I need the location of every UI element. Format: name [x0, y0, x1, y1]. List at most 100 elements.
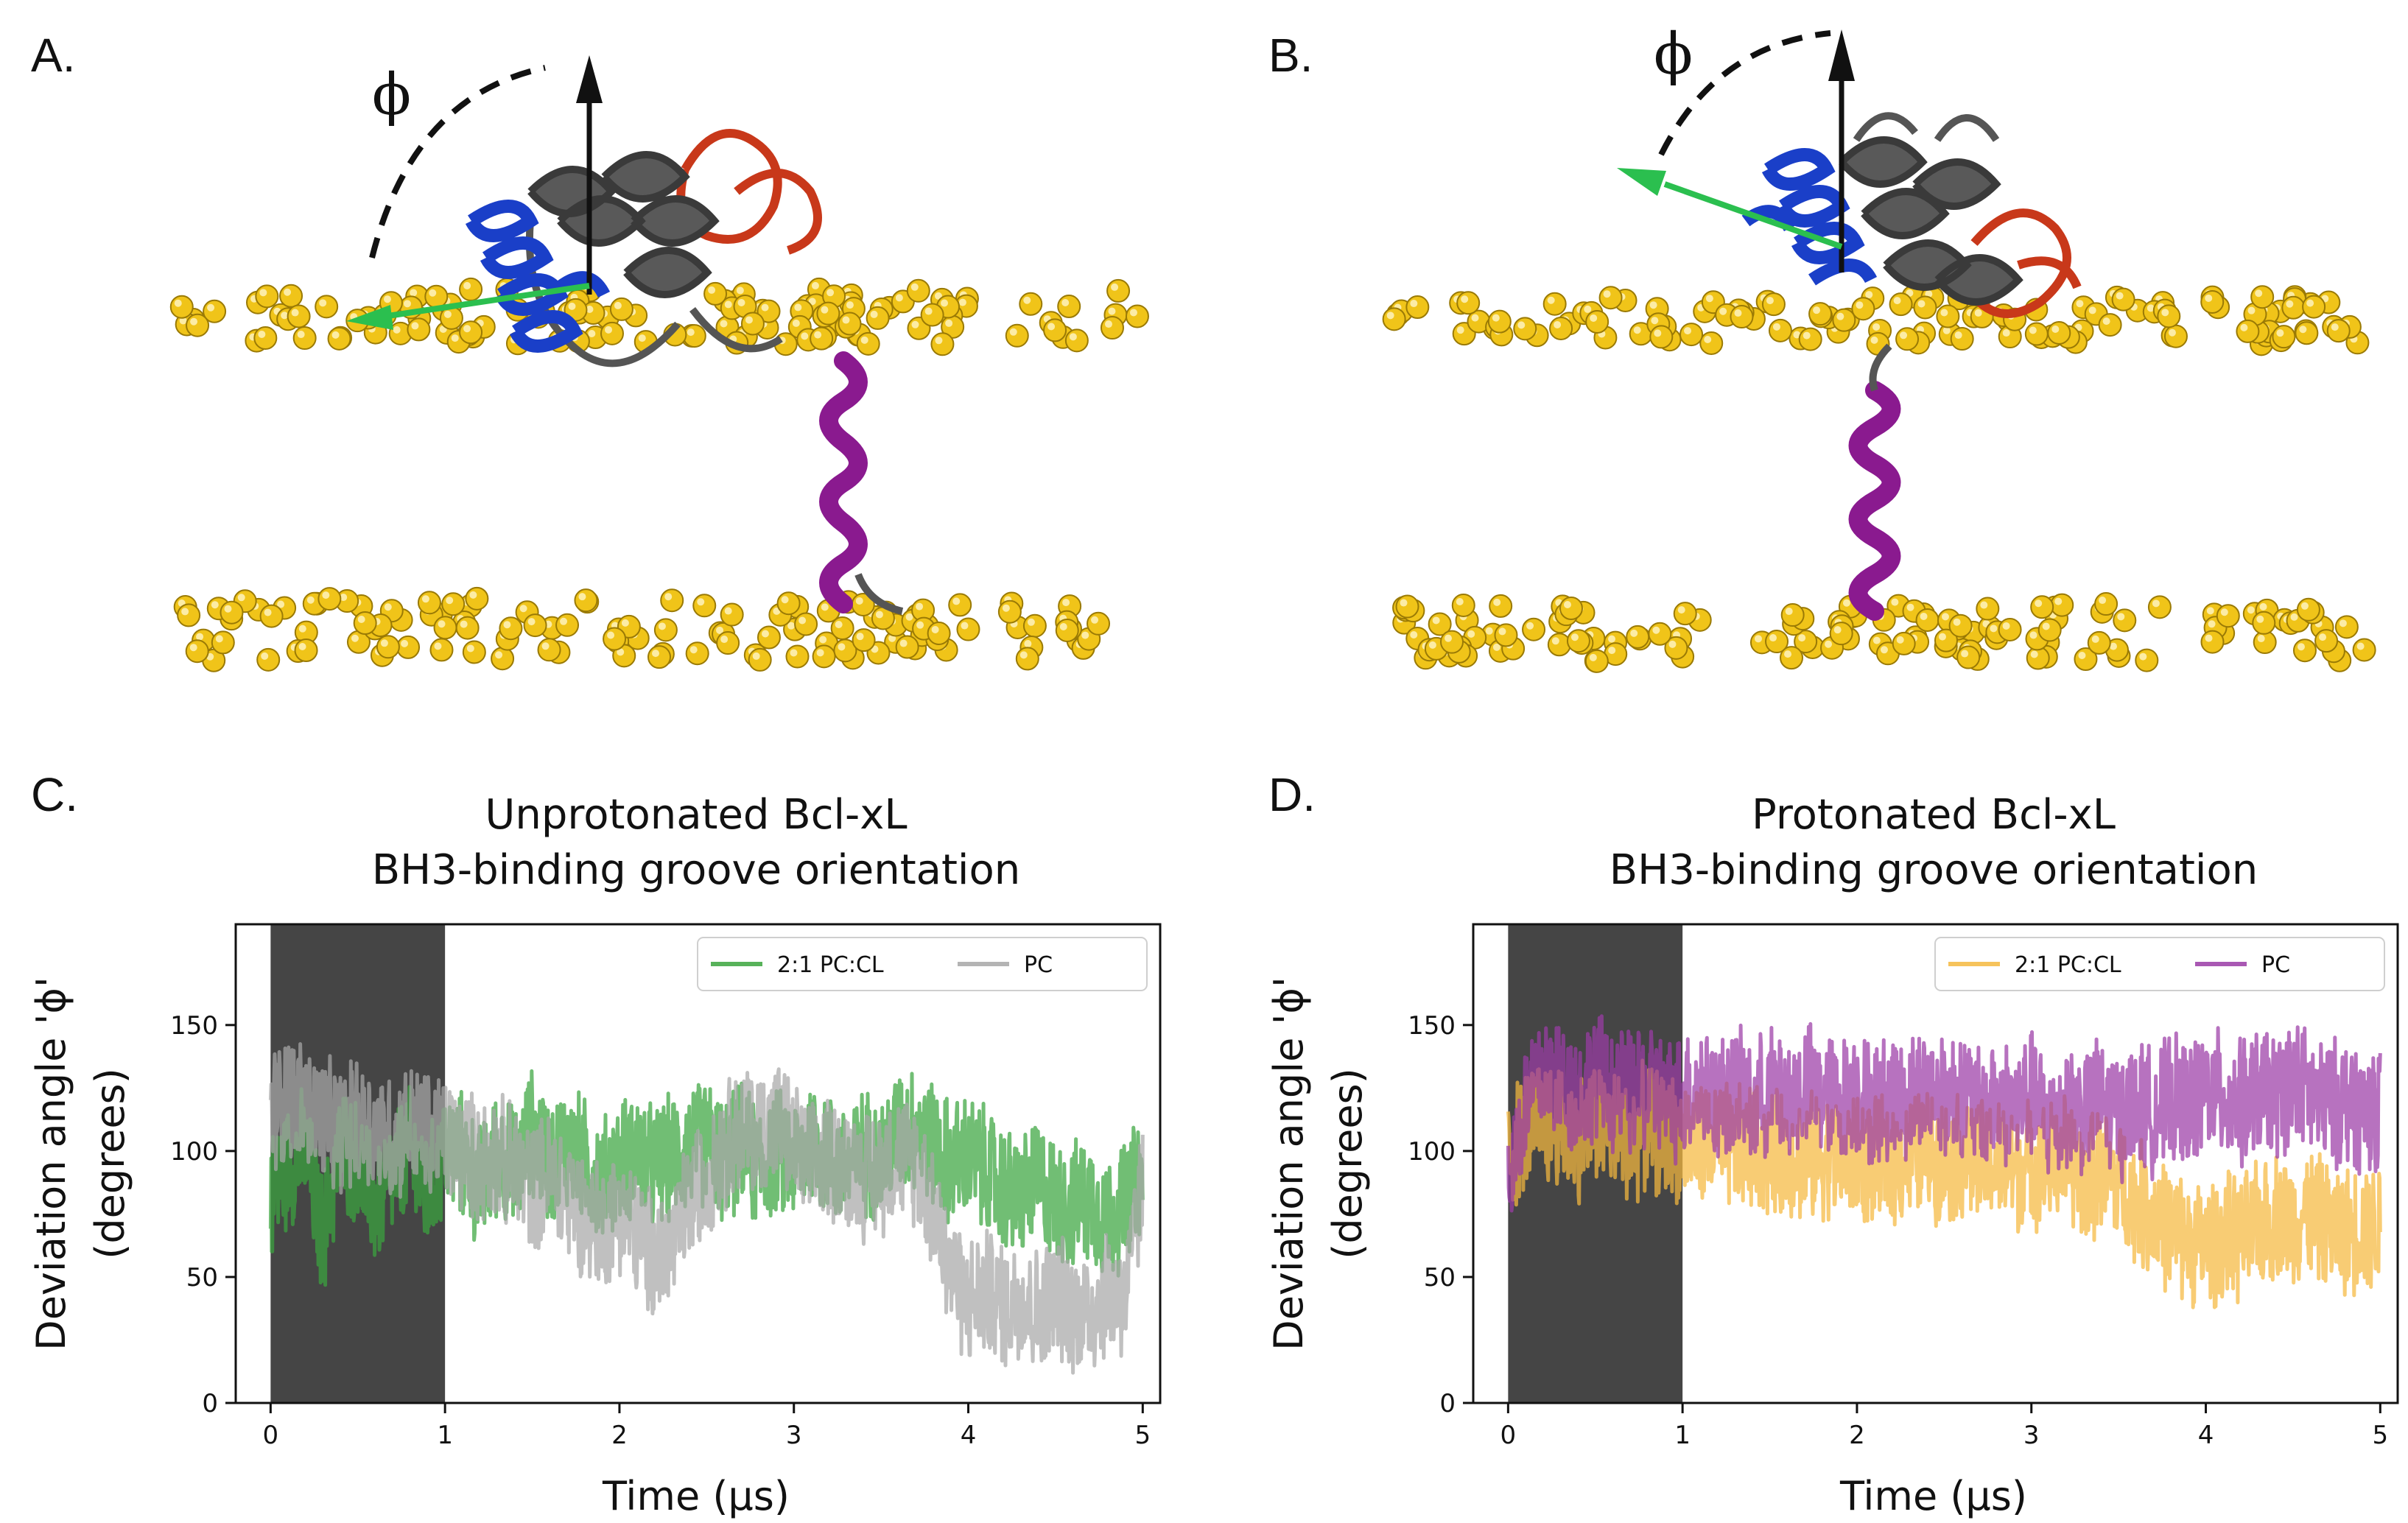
lipid-sphere-highlight: [856, 633, 864, 641]
lipid-sphere-highlight: [1766, 297, 1774, 305]
lipid-sphere: [256, 647, 281, 672]
lipid-sphere-highlight: [664, 593, 673, 601]
lipid-sphere-highlight: [819, 636, 827, 644]
lipid-sphere: [1451, 593, 1475, 617]
lipid-sphere: [1489, 594, 1513, 618]
lipid-sphere: [906, 278, 930, 303]
y-tick-label: 0: [202, 1389, 218, 1418]
lipid-sphere-highlight: [1428, 641, 1436, 649]
lipid-sphere-highlight: [2076, 300, 2084, 308]
lipid-sphere-highlight: [2035, 599, 2043, 608]
lipid-sphere: [2135, 648, 2159, 672]
lipid-sphere-highlight: [1608, 635, 1616, 643]
lipid-sphere-highlight: [541, 642, 550, 650]
tm-helix-b: [1848, 381, 1901, 621]
lipid-sphere-highlight: [1069, 333, 1077, 341]
lipid-sphere: [682, 324, 706, 348]
lipid-sphere-highlight: [331, 331, 340, 339]
lipid-sphere: [1513, 317, 1537, 341]
lipid-sphere-highlight: [617, 648, 625, 656]
lipid-sphere: [2272, 325, 2296, 349]
lipid-sphere-highlight: [941, 299, 949, 307]
lipid-sphere-highlight: [258, 330, 266, 338]
lipid-sphere-highlight: [181, 608, 189, 616]
lipid-sphere-highlight: [1920, 612, 1928, 620]
lipid-sphere: [660, 588, 684, 613]
y-tick-label: 0: [1439, 1389, 1456, 1418]
lipid-sphere: [2200, 630, 2225, 654]
lipid-sphere-highlight: [737, 298, 745, 306]
lipid-sphere: [459, 320, 483, 345]
lipid-sphere-highlight: [935, 337, 943, 345]
lipid-sphere-highlight: [403, 300, 411, 308]
lipid-sphere-highlight: [306, 596, 315, 604]
lipid-sphere: [2163, 324, 2188, 348]
lipid-sphere-highlight: [752, 652, 760, 660]
lipid-sphere-highlight: [1104, 320, 1112, 328]
lipid-sphere-highlight: [190, 317, 198, 326]
lipid-sphere-highlight: [527, 618, 536, 626]
lipid-sphere: [740, 312, 765, 336]
lipid-sphere-highlight: [798, 616, 807, 625]
lipid-sphere-highlight: [2331, 323, 2339, 331]
lipid-sphere-highlight: [179, 317, 187, 325]
lipid-sphere: [1798, 327, 1822, 351]
lipid-sphere-highlight: [1704, 335, 1712, 343]
lipid-sphere: [1679, 323, 1704, 347]
lipid-sphere: [429, 638, 454, 662]
lipid-sphere: [1125, 304, 1149, 328]
lipid-sphere-highlight: [697, 598, 705, 606]
lipid-sphere-highlight: [1047, 323, 1056, 331]
lipid-sphere-highlight: [1842, 599, 1850, 607]
lipid-sphere: [1395, 594, 1419, 619]
lipid-sphere: [1064, 328, 1089, 353]
lipid-sphere-highlight: [794, 303, 802, 312]
lipid-sphere-highlight: [846, 301, 854, 309]
lipid-sphere-highlight: [1825, 640, 1833, 648]
lipid-sphere: [2314, 629, 2339, 653]
lipid-sphere: [685, 641, 709, 666]
lipid-sphere: [396, 635, 421, 659]
lipid-sphere-highlight: [1940, 309, 1948, 317]
lipid-sphere: [177, 603, 201, 627]
lipid-sphere-highlight: [736, 286, 744, 295]
x-tick-label: 4: [2198, 1421, 2214, 1450]
lipid-sphere: [353, 611, 377, 636]
lipid-sphere-highlight: [2030, 650, 2038, 658]
chart-c-xlabel: Time (µs): [602, 1473, 790, 1519]
lipid-sphere-highlight: [298, 642, 306, 650]
lipid-sphere: [927, 621, 951, 645]
lipid-sphere: [852, 628, 876, 653]
y-tick-label: 100: [170, 1137, 218, 1167]
lipid-sphere-highlight: [1705, 295, 1713, 303]
core-helices-b: [1839, 136, 2023, 306]
lipid-sphere-highlight: [2256, 615, 2264, 623]
lipid-sphere-highlight: [1785, 608, 1793, 616]
lipid-sphere-highlight: [1654, 329, 1662, 337]
lipid-sphere-highlight: [259, 289, 267, 297]
lipid-sphere: [459, 277, 483, 301]
lipid-sphere: [185, 639, 209, 664]
lipid-sphere-highlight: [787, 622, 796, 630]
lipid-sphere: [1456, 291, 1481, 315]
legend-box: [1934, 937, 2385, 991]
lipid-sphere: [1598, 286, 1623, 310]
lipid-sphere: [1405, 295, 1430, 320]
plot-frame: [1472, 923, 2399, 1404]
lipid-sphere-highlight: [838, 643, 846, 651]
lipid-sphere: [2334, 615, 2359, 639]
lipid-sphere: [1913, 295, 1937, 320]
lipid-sphere: [2098, 313, 2122, 337]
lipid-sphere: [1829, 622, 1853, 646]
lipid-sphere: [2087, 630, 2111, 655]
lipid-sphere-highlight: [1893, 297, 1901, 305]
lipid-sphere-highlight: [2091, 635, 2099, 643]
lipid-sphere-highlight: [1974, 309, 1982, 317]
lipid-sphere-highlight: [2208, 620, 2216, 628]
lipid-sphere-highlight: [519, 605, 527, 613]
lipid-sphere-highlight: [604, 326, 612, 334]
legend-label: 2:1 PC:CL: [2015, 952, 2121, 978]
chart-c-title-line2: BH3-binding groove orientation: [372, 846, 1021, 894]
lipid-sphere-highlight: [895, 294, 903, 302]
